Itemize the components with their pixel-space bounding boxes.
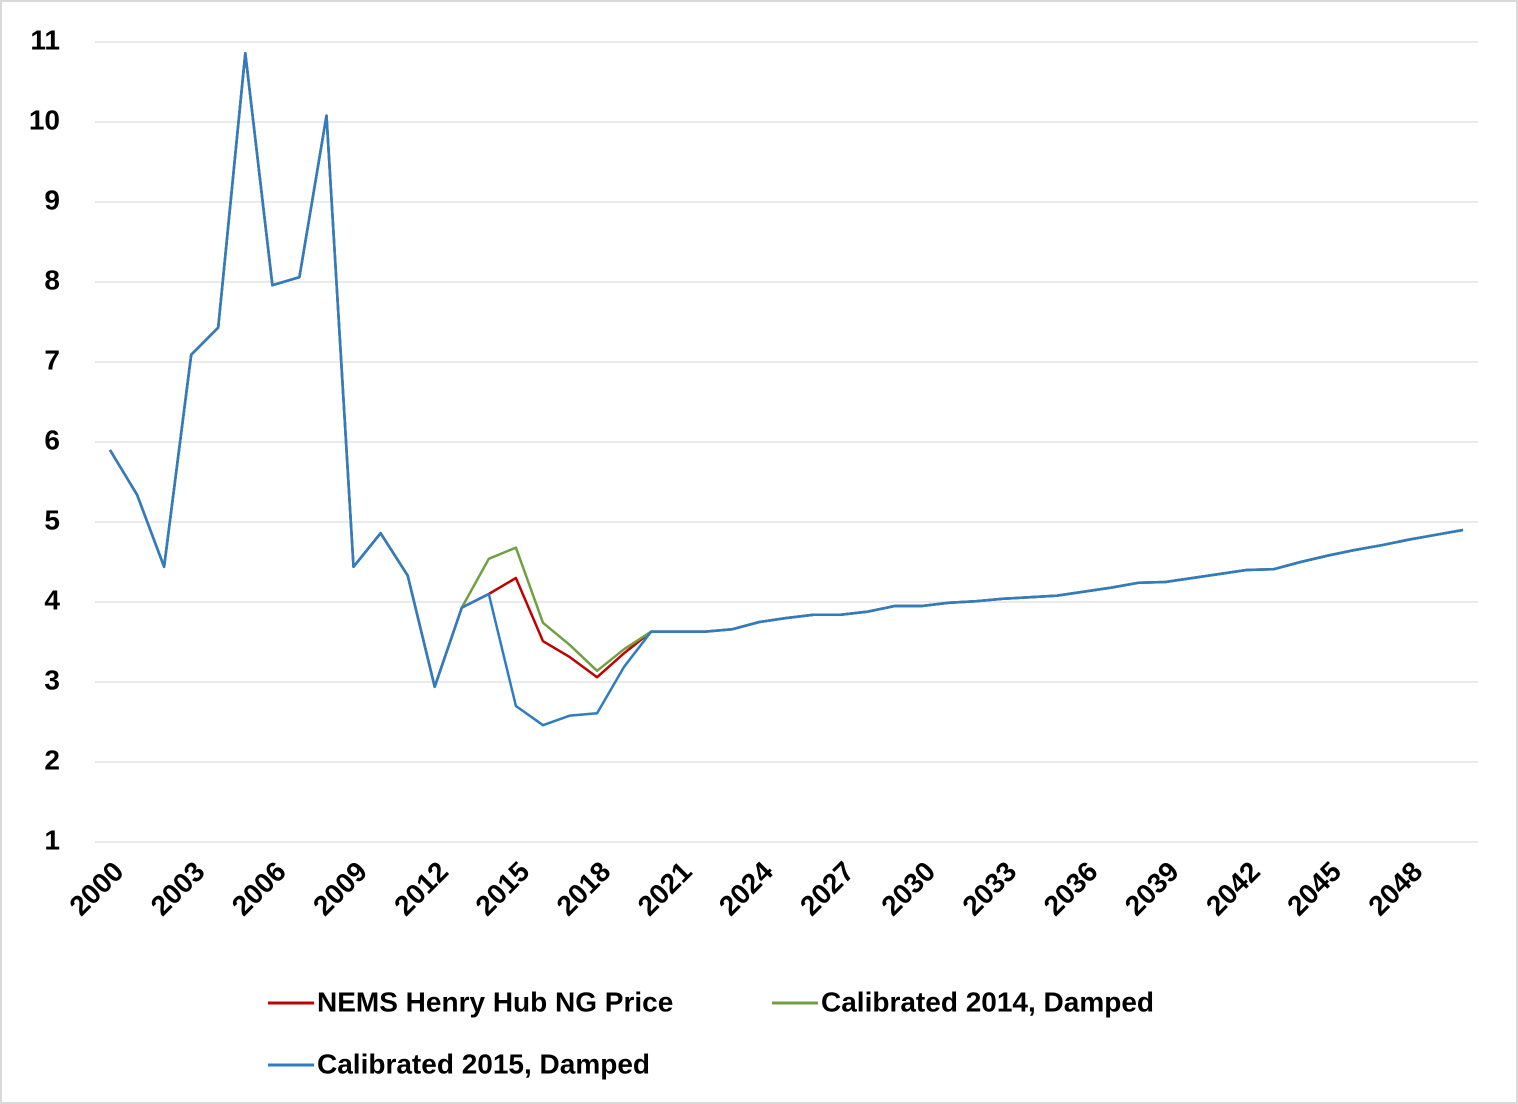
y-tick-label: 2 [44,744,60,775]
y-tick-label: 1 [44,824,60,855]
legend-label: Calibrated 2014, Damped [821,986,1154,1017]
legend-label: Calibrated 2015, Damped [317,1048,650,1079]
lines [108,51,1464,727]
y-tick-label: 9 [44,184,60,215]
legend: NEMS Henry Hub NG Price Calibrated 2014, … [268,986,1154,1079]
y-tick-label: 5 [44,504,60,535]
y-tick-label: 6 [44,424,60,455]
legend-label: NEMS Henry Hub NG Price [317,986,673,1017]
y-tick-label: 8 [44,264,60,295]
grid [95,41,1478,843]
y-tick-label: 10 [29,104,60,135]
series-line [108,51,1464,727]
y-tick-label: 4 [44,584,60,615]
y-tick-label: 11 [30,24,60,55]
y-tick-label: 3 [44,664,60,695]
y-tick-label: 7 [44,344,60,375]
